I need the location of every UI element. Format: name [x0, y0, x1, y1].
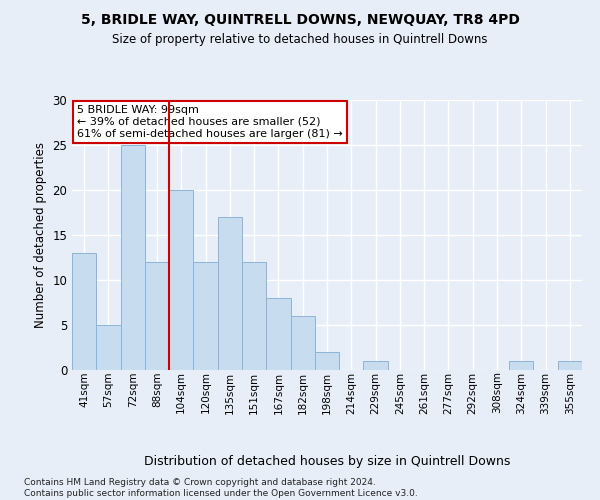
Bar [315, 352, 339, 370]
Bar [145, 262, 169, 370]
Bar [193, 262, 218, 370]
Bar [218, 217, 242, 370]
X-axis label: Distribution of detached houses by size in Quintrell Downs: Distribution of detached houses by size … [144, 455, 510, 468]
Bar [121, 145, 145, 370]
Bar [242, 262, 266, 370]
Bar [96, 325, 121, 370]
Text: 5, BRIDLE WAY, QUINTRELL DOWNS, NEWQUAY, TR8 4PD: 5, BRIDLE WAY, QUINTRELL DOWNS, NEWQUAY,… [80, 12, 520, 26]
Text: Contains HM Land Registry data © Crown copyright and database right 2024.
Contai: Contains HM Land Registry data © Crown c… [24, 478, 418, 498]
Y-axis label: Number of detached properties: Number of detached properties [34, 142, 47, 328]
Text: 5 BRIDLE WAY: 99sqm
← 39% of detached houses are smaller (52)
61% of semi-detach: 5 BRIDLE WAY: 99sqm ← 39% of detached ho… [77, 106, 343, 138]
Text: Size of property relative to detached houses in Quintrell Downs: Size of property relative to detached ho… [112, 32, 488, 46]
Bar [509, 361, 533, 370]
Bar [558, 361, 582, 370]
Bar [72, 253, 96, 370]
Bar [290, 316, 315, 370]
Bar [169, 190, 193, 370]
Bar [266, 298, 290, 370]
Bar [364, 361, 388, 370]
